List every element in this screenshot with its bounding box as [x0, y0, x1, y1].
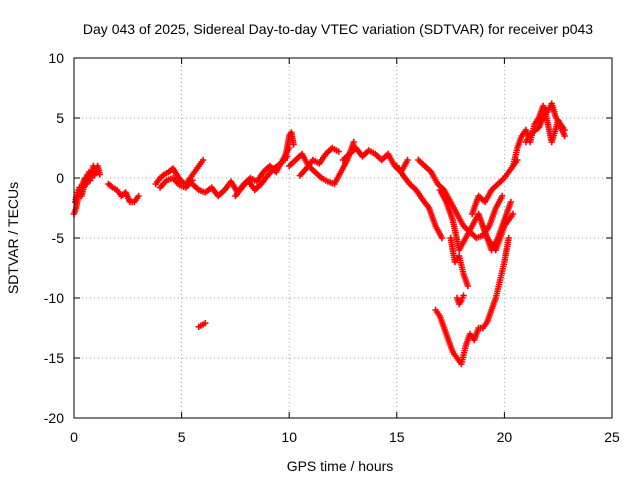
y-tick-label: -10 — [44, 290, 64, 306]
data-point — [505, 234, 512, 242]
data-points — [70, 100, 568, 368]
axes: 0 5 10 15 20 25 -20 -15 -10 -5 0 5 10 — [44, 50, 620, 445]
data-point — [199, 156, 207, 164]
data-point — [202, 320, 209, 327]
y-tick-label: 10 — [48, 50, 64, 66]
data-point — [509, 210, 517, 218]
y-tick-label: 0 — [56, 170, 64, 186]
data-point — [561, 132, 568, 140]
data-point — [404, 156, 411, 164]
data-point — [464, 282, 472, 290]
x-tick-label: 20 — [497, 429, 513, 445]
data-point — [499, 192, 506, 200]
y-axis-label: SDTVAR / TECUs — [5, 182, 21, 294]
data-point — [460, 292, 467, 299]
data-point — [290, 141, 297, 148]
data-point — [335, 148, 342, 155]
x-tick-label: 0 — [70, 429, 78, 445]
data-point — [507, 198, 515, 206]
x-tick-label: 5 — [178, 429, 186, 445]
data-point — [93, 166, 100, 173]
y-tick-label: -5 — [52, 230, 65, 246]
data-point — [438, 234, 446, 242]
chart-title: Day 043 of 2025, Sidereal Day-to-day VTE… — [83, 21, 593, 37]
x-tick-label: 25 — [604, 429, 620, 445]
data-point — [135, 192, 142, 200]
x-axis-label: GPS time / hours — [287, 458, 394, 474]
grid-lines — [74, 58, 612, 418]
y-tick-label: 5 — [56, 110, 64, 126]
x-tick-label: 15 — [389, 429, 405, 445]
y-tick-label: -20 — [44, 410, 64, 426]
x-tick-label: 10 — [281, 429, 297, 445]
y-tick-label: -15 — [44, 350, 64, 366]
data-point — [350, 138, 357, 146]
